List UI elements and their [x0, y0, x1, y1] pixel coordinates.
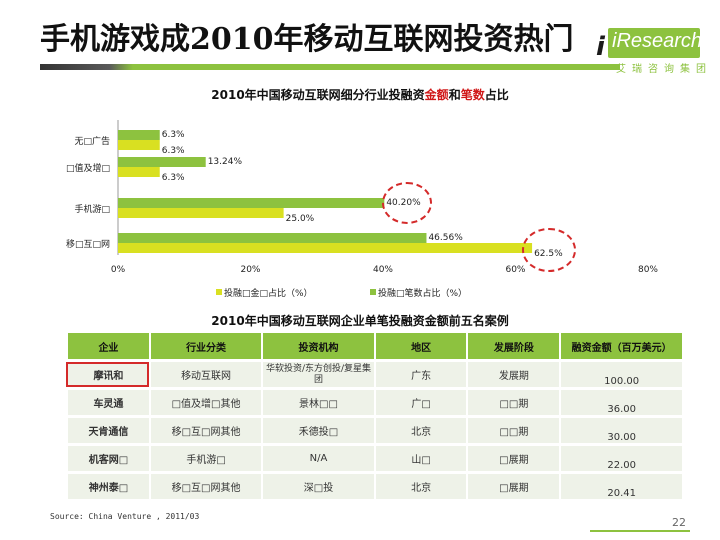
- bar-amount-share: [118, 243, 533, 253]
- category-label: 移□互□网: [66, 238, 110, 250]
- cell-region: 北京: [373, 474, 467, 499]
- cell-industry: 移□互□网其他: [148, 418, 262, 443]
- x-tick-label: 80%: [638, 265, 658, 275]
- cell-stage: □展期: [466, 446, 560, 471]
- table-row: 摩讯和 移动互联网 华软投资/东方创投/复星集团 广东 发展期 100.00: [66, 362, 682, 387]
- header-industry: 行业分类: [148, 333, 262, 359]
- slide-title: 手机游戏成2010年移动互联网投资热门: [40, 22, 574, 57]
- cell-amount: 30.00: [559, 418, 682, 443]
- bar-count-share: [118, 130, 160, 140]
- cell-amount: 20.41: [559, 474, 682, 499]
- bar-count-share: [118, 198, 385, 208]
- table-row: 车灵通 □值及增□其他 景林□□ 广□ □□期 36.00: [66, 390, 682, 415]
- iresearch-logo: i iResearch 艾瑞咨询集团: [596, 22, 708, 75]
- cell-amount: 100.00: [559, 362, 682, 387]
- data-label-count: 46.56%: [428, 233, 463, 243]
- table-row: 天肯通信 移□互□网其他 禾德投□ 北京 □□期 30.00: [66, 418, 682, 443]
- cell-company: 神州泰□: [66, 474, 149, 499]
- cell-region: 广□: [373, 390, 467, 415]
- page-number-rule: [590, 530, 690, 532]
- bar-count-share: [118, 233, 427, 243]
- table-title: 2010年中国移动互联网企业单笔投融资金额前五名案例: [211, 314, 509, 328]
- cell-amount: 36.00: [559, 390, 682, 415]
- legend-swatch: [370, 289, 376, 295]
- cell-investor: 华软投资/东方创投/复星集团: [261, 362, 374, 387]
- chart-title-part-1: 2010年中国移动互联网细分行业投融资: [211, 88, 425, 102]
- cell-investor: N/A: [261, 446, 374, 471]
- cell-region: 北京: [373, 418, 467, 443]
- header-region: 地区: [373, 333, 467, 359]
- table-header-row: 企业 行业分类 投资机构 地区 发展阶段 融资金额（百万美元）: [66, 333, 682, 359]
- logo-text: iResearch: [612, 30, 703, 52]
- data-label-count: 13.24%: [208, 157, 243, 167]
- bar-chart: 无□广告6.3%6.3%□值及增□13.24%6.3%手机游□40.20%25.…: [66, 120, 658, 299]
- cases-table: 企业 行业分类 投资机构 地区 发展阶段 融资金额（百万美元） 摩讯和 移动互联网…: [66, 330, 682, 502]
- bar-amount-share: [118, 140, 160, 150]
- cell-industry: 手机游□: [148, 446, 262, 471]
- cell-investor: 深□投: [261, 474, 374, 499]
- page-number: 22: [672, 516, 686, 529]
- chart-title-highlight-count: 笔数: [460, 88, 485, 102]
- legend-label: 投融□金□占比（%）: [224, 287, 313, 299]
- chart-title-highlight-amount: 金额: [424, 88, 449, 102]
- cell-stage: 发展期: [466, 362, 560, 387]
- cell-industry: 移□互□网其他: [148, 474, 262, 499]
- category-label: 无□广告: [74, 135, 110, 147]
- chart-title: 2010年中国移动互联网细分行业投融资金额和笔数占比: [0, 86, 720, 103]
- cell-stage: □□期: [466, 418, 560, 443]
- cell-amount: 22.00: [559, 446, 682, 471]
- bar-count-share: [118, 157, 206, 167]
- cell-investor: 禾德投□: [261, 418, 374, 443]
- highlight-circle-amount: [522, 228, 576, 272]
- cell-region: 山□: [373, 446, 467, 471]
- table-row: 神州泰□ 移□互□网其他 深□投 北京 □展期 20.41: [66, 474, 682, 499]
- cell-investor: 景林□□: [261, 390, 374, 415]
- x-tick-label: 0%: [111, 265, 126, 275]
- bar-amount-share: [118, 167, 160, 177]
- logo-subtitle: 艾瑞咨询集团: [616, 64, 712, 75]
- bar-amount-share: [118, 208, 284, 218]
- header-company: 企业: [66, 333, 149, 359]
- title-underline: [40, 64, 620, 70]
- cell-industry: 移动互联网: [148, 362, 262, 387]
- data-label-count: 6.3%: [162, 130, 185, 140]
- table-row: 机客网□ 手机游□ N/A 山□ □展期 22.00: [66, 446, 682, 471]
- x-tick-label: 40%: [373, 265, 393, 275]
- legend-swatch: [216, 289, 222, 295]
- chart-title-part-3: 和: [448, 88, 461, 102]
- cell-region: 广东: [373, 362, 467, 387]
- data-label-amount: 6.3%: [162, 146, 185, 156]
- chart-title-part-5: 占比: [484, 88, 509, 102]
- highlight-circle-count: [382, 182, 432, 224]
- source-note: Source: China Venture , 2011/03: [50, 512, 200, 521]
- cell-company: 车灵通: [66, 390, 149, 415]
- cell-company: 机客网□: [66, 446, 149, 471]
- data-label-amount: 6.3%: [162, 173, 185, 183]
- category-label: 手机游□: [74, 203, 110, 215]
- cell-stage: □□期: [466, 390, 560, 415]
- legend-label: 投融□笔数占比（%）: [378, 287, 467, 299]
- header-amount: 融资金额（百万美元）: [559, 333, 682, 359]
- logo-box: [608, 28, 700, 58]
- cell-industry: □值及增□其他: [148, 390, 262, 415]
- header-investor: 投资机构: [261, 333, 374, 359]
- x-tick-label: 60%: [505, 265, 525, 275]
- cell-company: 天肯通信: [66, 418, 149, 443]
- category-label: □值及增□: [66, 162, 110, 174]
- header-stage: 发展阶段: [466, 333, 560, 359]
- cell-stage: □展期: [466, 474, 560, 499]
- data-label-amount: 25.0%: [286, 214, 315, 224]
- cell-company: 摩讯和: [66, 362, 149, 387]
- x-tick-label: 20%: [240, 265, 260, 275]
- logo-i-glyph: i: [596, 32, 605, 62]
